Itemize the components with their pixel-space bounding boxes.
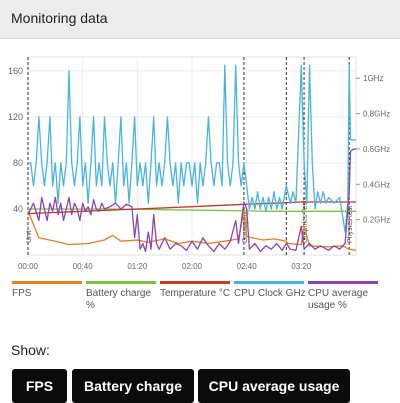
show-label: Show:	[11, 342, 50, 358]
legend-item-temperature: Temperature °C	[160, 281, 234, 300]
legend-item-fps: FPS	[12, 281, 86, 300]
x-tick-label: 02:40	[237, 262, 258, 271]
legend-swatch-temperature	[160, 281, 230, 284]
legend-label-cpu-usage: CPU average usage %	[308, 288, 369, 311]
chart-series	[27, 64, 357, 253]
legend-label-battery: Battery charge %	[86, 288, 152, 311]
chart-svg: Unit Gameplay Graphics Tests Physics test 4…	[0, 39, 400, 280]
legend-item-cpu-usage: CPU average usage %	[308, 281, 382, 312]
event-label: Unit	[26, 230, 33, 243]
y-right-tick-label: 0.4GHz	[363, 180, 390, 189]
x-tick-label: 03:20	[291, 262, 312, 271]
chart-axes: 40 80 120 160 0.2GHz 0.4GHz 0.6GHz 0.8GHz 1GHz 00…	[8, 66, 390, 271]
legend-item-cpu-clock: CPU Clock GHz	[234, 281, 308, 300]
legend-swatch-cpu-usage	[308, 281, 378, 284]
legend-label-cpu-clock: CPU Clock GHz	[234, 288, 306, 299]
event-label: Graphics Tests	[302, 196, 309, 243]
y-left-tick-label: 160	[8, 66, 23, 76]
y-left-tick-label: 80	[13, 158, 23, 168]
event-label: Physics test	[347, 206, 354, 243]
chart-legend: FPS Battery charge % Temperature °C CPU …	[0, 281, 400, 321]
y-right-tick-label: 0.8GHz	[363, 110, 390, 119]
y-right-tick-label: 1GHz	[363, 74, 383, 83]
header: Monitoring data	[0, 0, 400, 39]
show-battery-charge-button[interactable]: Battery charge	[72, 369, 194, 403]
show-cpu-average-usage-button[interactable]: CPU average usage	[198, 369, 350, 403]
x-tick-label: 02:00	[182, 262, 203, 271]
y-right-tick-label: 0.2GHz	[363, 216, 390, 225]
show-fps-button[interactable]: FPS	[12, 369, 67, 403]
monitoring-chart: Unit Gameplay Graphics Tests Physics test 4…	[0, 39, 400, 280]
series-line-cpu-clock-ghz	[28, 64, 356, 233]
series-line-battery-charge	[28, 208, 356, 212]
x-tick-label: 01:20	[127, 262, 148, 271]
legend-label-temperature: Temperature °C	[160, 288, 231, 299]
legend-swatch-fps	[12, 281, 82, 284]
y-left-tick-label: 40	[13, 204, 23, 214]
legend-item-battery: Battery charge %	[86, 281, 160, 312]
legend-label-fps: FPS	[12, 288, 32, 299]
x-tick-label: 00:00	[18, 262, 39, 271]
page-title: Monitoring data	[11, 10, 108, 26]
series-line-fps	[27, 210, 357, 252]
x-tick-label: 00:40	[73, 262, 94, 271]
y-right-tick-label: 0.6GHz	[363, 145, 390, 154]
legend-swatch-cpu-clock	[234, 281, 304, 284]
series-line-cpu-average-usage	[27, 148, 356, 253]
legend-swatch-battery	[86, 281, 156, 284]
y-left-tick-label: 120	[8, 112, 23, 122]
